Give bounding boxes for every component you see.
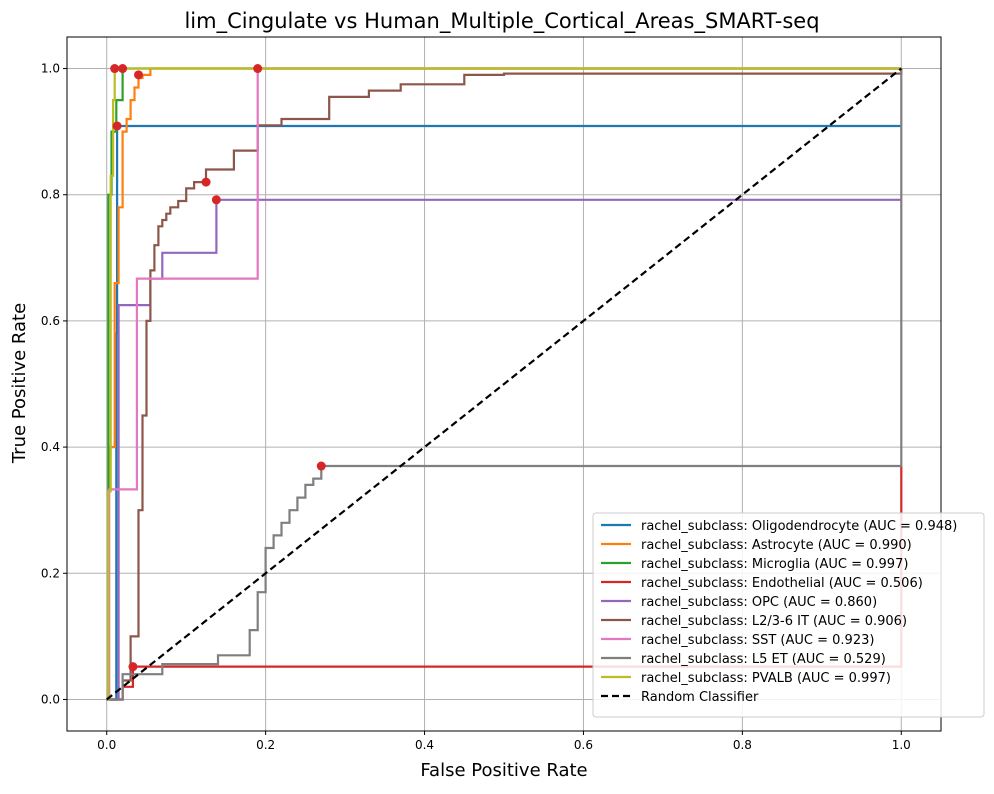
threshold-marker-7 — [253, 64, 263, 74]
threshold-marker-2 — [134, 70, 144, 80]
legend-label: rachel_subclass: L5 ET (AUC = 0.529) — [641, 652, 886, 667]
threshold-marker-8 — [316, 461, 326, 471]
threshold-marker-6 — [201, 177, 211, 187]
legend-box — [592, 512, 985, 718]
legend-label: rachel_subclass: Astrocyte (AUC = 0.990) — [641, 538, 912, 553]
y-tick-label: 0.6 — [41, 314, 60, 328]
y-tick-label: 0.0 — [41, 692, 60, 706]
x-tick-label: 0.8 — [733, 738, 752, 752]
x-tick-label: 0.4 — [415, 738, 434, 752]
series-line-9 — [106, 67, 902, 701]
y-tick-label: 0.4 — [41, 440, 60, 454]
legend: rachel_subclass: Oligodendrocyte (AUC = … — [592, 512, 985, 718]
y-axis-label: True Positive Rate — [9, 303, 30, 464]
legend-label: rachel_subclass: Oligodendrocyte (AUC = … — [641, 519, 957, 534]
axis-ticks: 0.0 0.2 0.4 0.6 0.8 1.0 0.0 0.2 0.4 0.6 0.8 1.0 — [41, 62, 911, 752]
series-line-8 — [106, 68, 903, 701]
threshold-marker-3 — [118, 64, 128, 74]
chart-title: lim_Cingulate vs Human_Multiple_Cortical… — [184, 9, 819, 34]
x-tick-label: 0.6 — [574, 738, 593, 752]
threshold-marker-4 — [128, 662, 138, 672]
threshold-marker-5 — [211, 195, 221, 205]
series-line-6 — [106, 68, 903, 701]
legend-label: rachel_subclass: PVALB (AUC = 0.997) — [641, 671, 891, 686]
legend-label: rachel_subclass: L2/3-6 IT (AUC = 0.906) — [641, 614, 907, 629]
threshold-marker-9 — [110, 64, 120, 74]
y-tick-label: 0.2 — [41, 566, 60, 580]
plot-area — [106, 64, 903, 701]
series-line-10 — [106, 67, 902, 701]
x-tick-label: 1.0 — [892, 738, 911, 752]
x-tick-label: 0.2 — [256, 738, 275, 752]
legend-label: rachel_subclass: OPC (AUC = 0.860) — [641, 595, 877, 610]
legend-label: rachel_subclass: Microglia (AUC = 0.997) — [641, 557, 908, 572]
x-axis-label: False Positive Rate — [420, 760, 587, 781]
legend-label: Random Classifier — [641, 690, 759, 705]
threshold-marker-1 — [112, 121, 122, 131]
legend-label: rachel_subclass: SST (AUC = 0.923) — [641, 633, 874, 648]
legend-label: rachel_subclass: Endothelial (AUC = 0.50… — [641, 576, 923, 591]
y-tick-label: 0.8 — [41, 188, 60, 202]
plot-frame — [66, 36, 942, 732]
y-tick-label: 1.0 — [41, 62, 60, 76]
x-tick-label: 0.0 — [97, 738, 116, 752]
